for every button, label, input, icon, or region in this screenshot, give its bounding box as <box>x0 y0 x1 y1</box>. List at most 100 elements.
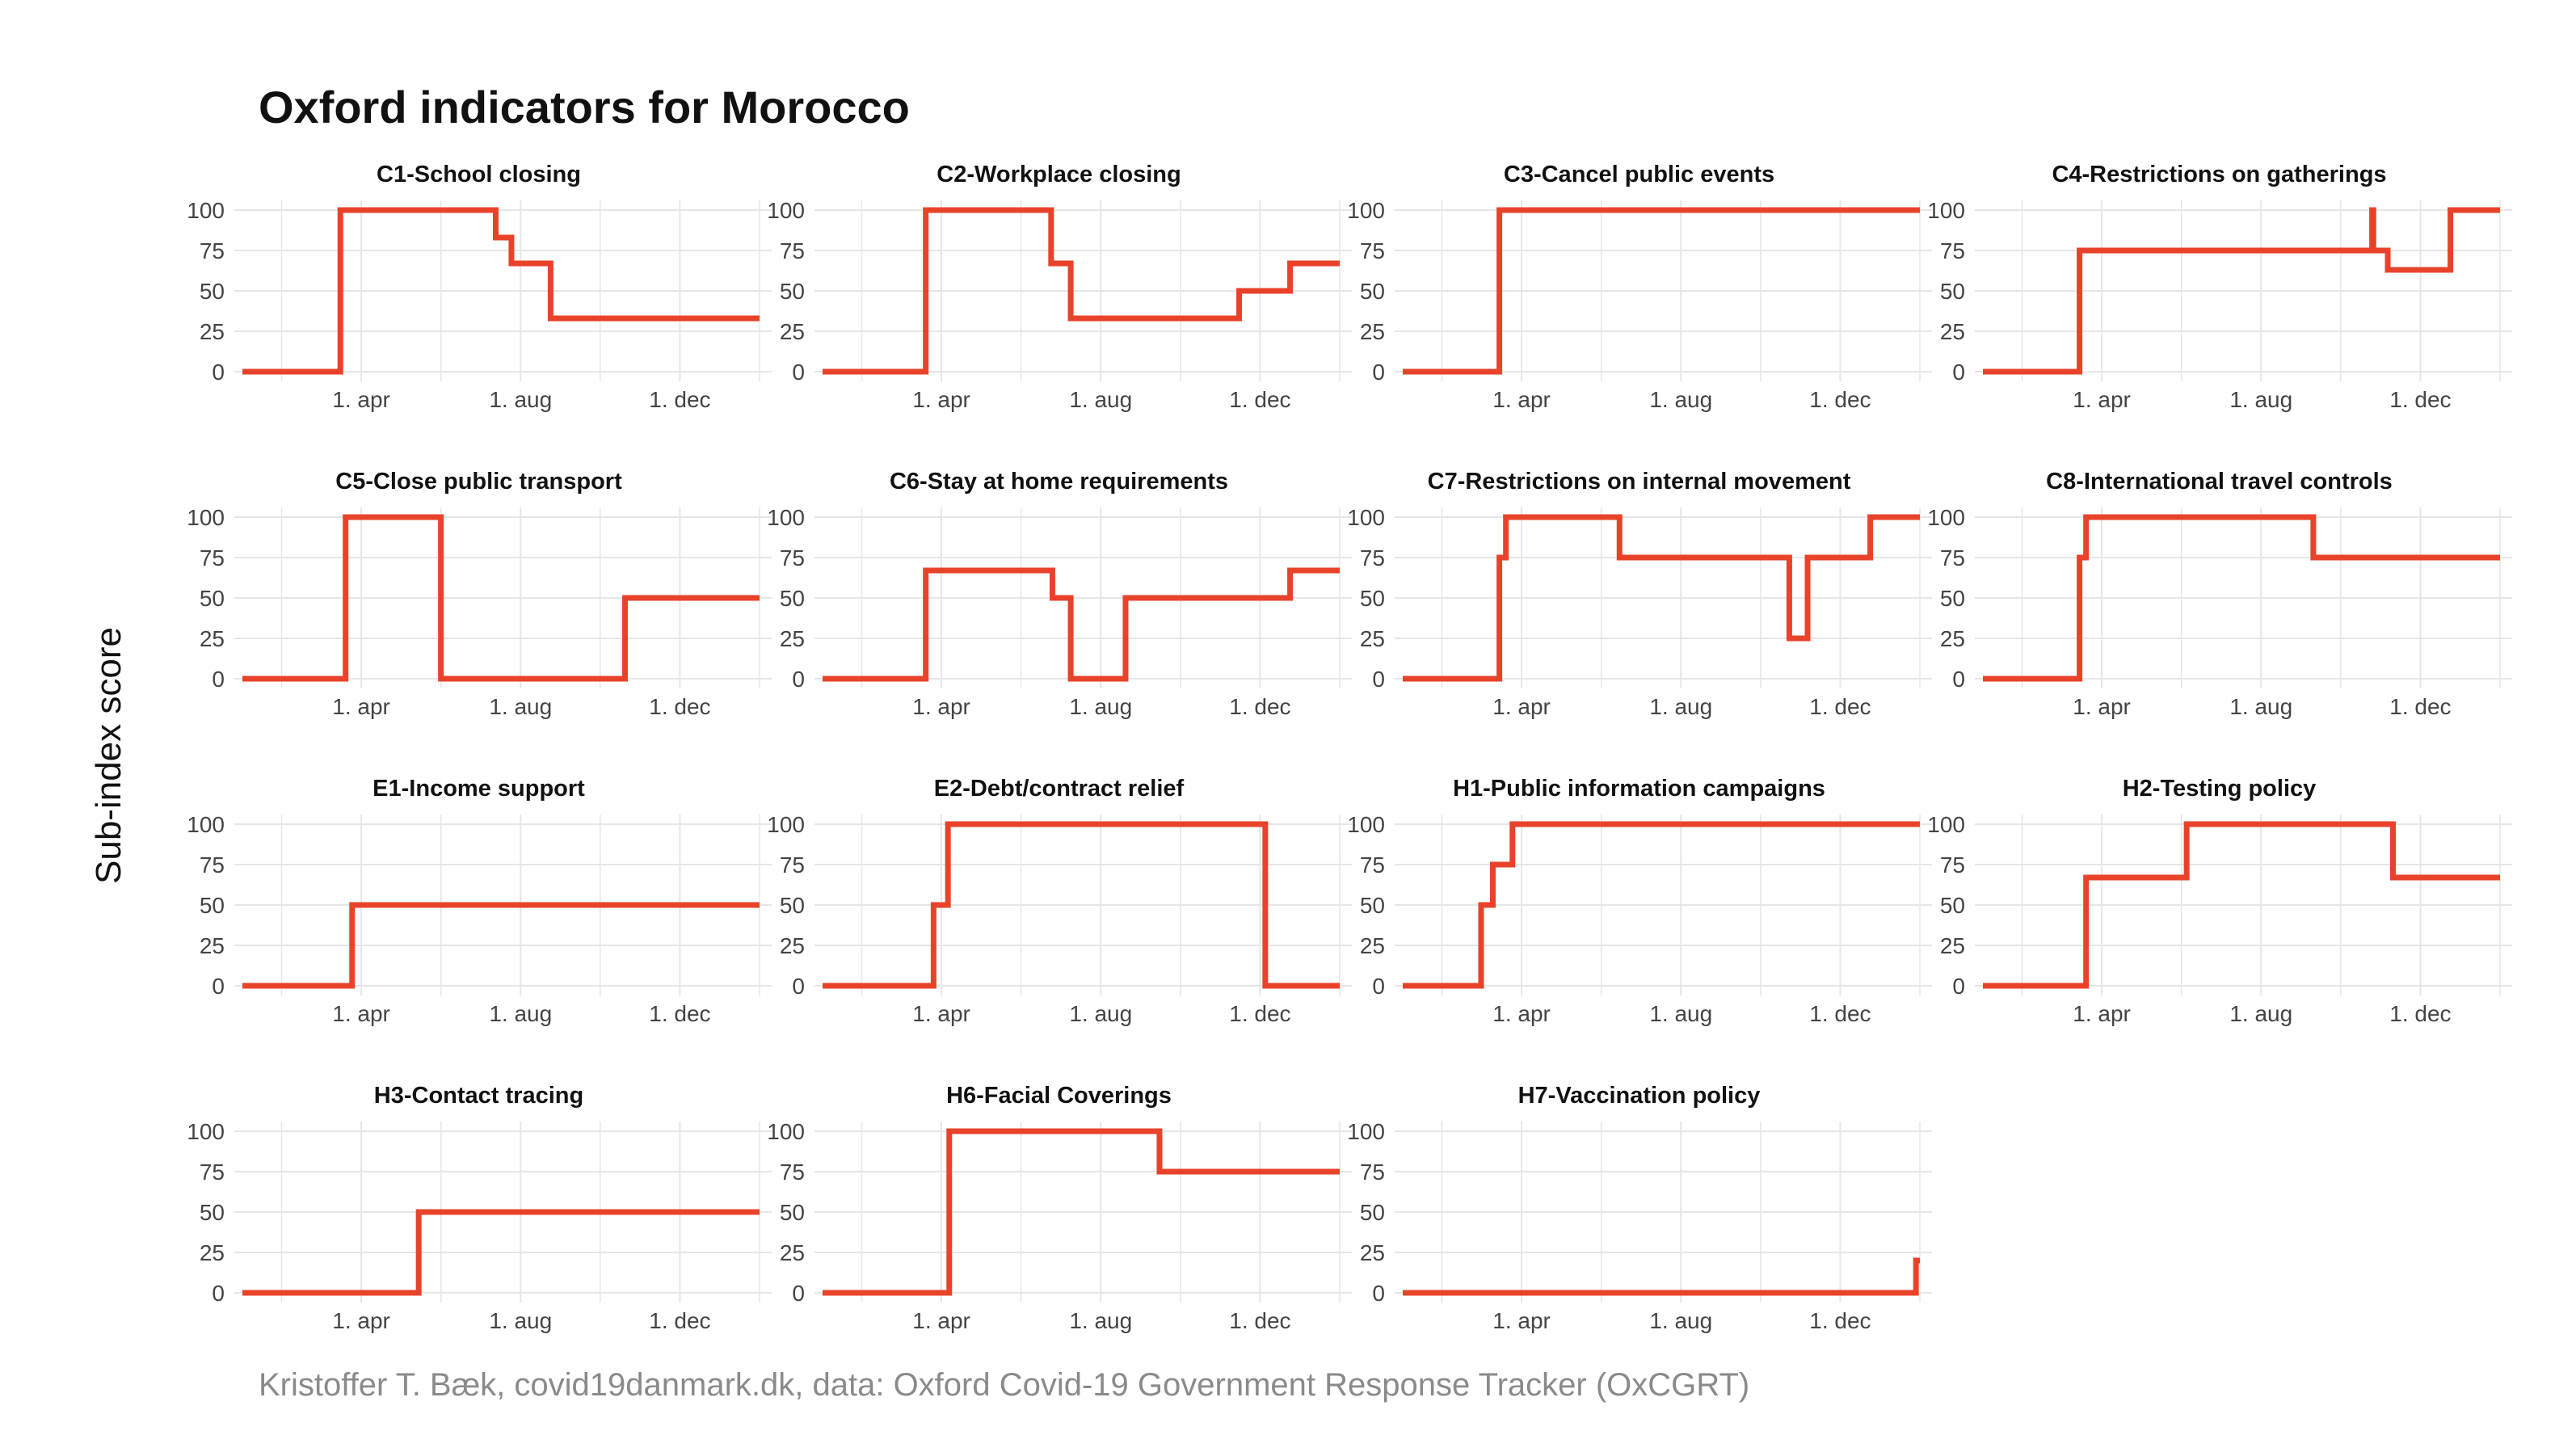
y-tick-label: 25 <box>200 1240 225 1265</box>
panel-h3: H3-Contact tracing 0 25 50 75 100 1. apr 1. aug… <box>187 1083 772 1382</box>
x-tick-label: 1. apr <box>2073 387 2131 412</box>
y-tick-label: 50 <box>1360 586 1385 611</box>
y-tick-label: 0 <box>1952 667 1965 692</box>
panel-c4: C4-Restrictions on gatherings 0 25 50 75 100 1… <box>1927 162 2512 461</box>
x-tick-label: 1. dec <box>1229 387 1290 412</box>
y-tick-label: 0 <box>1372 974 1385 999</box>
panel-title: H1-Public information campaigns <box>1453 776 1825 802</box>
panel-title: H6-Facial Coverings <box>946 1083 1172 1109</box>
x-tick-label: 1. dec <box>1809 1001 1871 1026</box>
y-tick-label: 25 <box>1940 933 1965 958</box>
series-line <box>242 514 760 682</box>
panel-title: H2-Testing policy <box>2122 776 2317 802</box>
x-tick-label: 1. dec <box>649 387 710 412</box>
y-tick-label: 50 <box>200 279 225 304</box>
x-tick-label: 1. apr <box>912 1001 970 1026</box>
y-tick-label: 75 <box>780 852 805 878</box>
x-tick-label: 1. dec <box>2389 1001 2451 1026</box>
x-tick-label: 1. apr <box>332 1308 390 1333</box>
y-tick-label: 75 <box>1360 238 1385 263</box>
y-tick-label: 0 <box>1952 974 1965 999</box>
series-line <box>242 902 760 989</box>
y-tick-label: 50 <box>1940 586 1965 611</box>
x-tick-label: 1. apr <box>2073 1001 2131 1026</box>
panel-h1: H1-Public information campaigns 0 25 50 75 10… <box>1347 776 1932 1075</box>
panel-plot: 0 25 50 75 100 1. apr 1. aug 1. dec <box>767 1119 1352 1333</box>
y-tick-label: 100 <box>767 505 805 530</box>
series-line <box>1403 514 1920 682</box>
y-tick-label: 50 <box>780 279 805 304</box>
y-tick-label: 100 <box>187 1119 225 1144</box>
x-tick-label: 1. dec <box>649 1001 710 1026</box>
x-tick-label: 1. aug <box>489 1001 552 1026</box>
panel-plot: 0 25 50 75 100 1. apr 1. aug 1. dec <box>767 198 1352 412</box>
x-tick-label: 1. aug <box>2229 694 2292 719</box>
panel-c8: C8-International travel controls 0 25 50 75 1… <box>1927 469 2512 768</box>
y-tick-label: 100 <box>767 198 805 223</box>
y-tick-label: 50 <box>780 893 805 918</box>
y-tick-label: 100 <box>1347 198 1385 223</box>
x-tick-label: 1. dec <box>2389 387 2451 412</box>
x-tick-label: 1. apr <box>912 694 970 719</box>
y-tick-label: 0 <box>1372 667 1385 692</box>
series-line <box>242 207 760 375</box>
panel-title: C2-Workplace closing <box>937 162 1181 187</box>
x-tick-label: 1. apr <box>1492 694 1551 719</box>
panel-title: C5-Close public transport <box>335 469 622 495</box>
y-tick-label: 100 <box>767 812 805 837</box>
y-tick-label: 25 <box>200 933 225 958</box>
y-tick-label: 0 <box>1952 360 1965 385</box>
y-tick-label: 50 <box>1360 893 1385 918</box>
x-tick-label: 1. dec <box>1229 1308 1290 1333</box>
x-tick-label: 1. aug <box>1649 387 1712 412</box>
y-tick-label: 50 <box>200 893 225 918</box>
x-tick-label: 1. apr <box>332 694 390 719</box>
y-tick-label: 75 <box>1360 852 1385 878</box>
y-tick-label: 100 <box>187 198 225 223</box>
x-tick-label: 1. aug <box>1069 387 1132 412</box>
y-tick-label: 50 <box>1940 279 1965 304</box>
y-tick-label: 0 <box>792 1281 805 1306</box>
series-line <box>823 567 1340 682</box>
panel-c1: C1-School closing 0 25 50 75 100 1. apr 1. aug 1… <box>187 162 772 461</box>
y-tick-label: 100 <box>187 812 225 837</box>
y-tick-label: 0 <box>212 667 225 692</box>
panel-title: C8-International travel controls <box>2046 469 2393 495</box>
y-tick-label: 0 <box>792 974 805 999</box>
y-tick-label: 75 <box>200 1160 225 1185</box>
y-tick-label: 75 <box>780 238 805 263</box>
y-tick-label: 0 <box>212 360 225 385</box>
panel-plot: 0 25 50 75 100 1. apr 1. aug 1. dec <box>1347 812 1932 1026</box>
panel-c6: C6-Stay at home requirements 0 25 50 75 100 1.… <box>767 469 1352 768</box>
x-tick-label: 1. apr <box>2073 694 2131 719</box>
y-tick-label: 25 <box>780 626 805 651</box>
y-tick-label: 75 <box>200 852 225 878</box>
x-tick-label: 1. apr <box>912 387 970 412</box>
panel-e2: E2-Debt/contract relief 0 25 50 75 100 1. apr 1… <box>767 776 1352 1075</box>
series-line <box>1983 514 2500 682</box>
y-tick-label: 50 <box>1360 1200 1385 1225</box>
x-tick-label: 1. apr <box>332 387 390 412</box>
panel-h7: H7-Vaccination policy 0 25 50 75 100 1. apr 1. … <box>1347 1083 1932 1382</box>
caption: Kristoffer T. Bæk, covid19danmark.dk, da… <box>259 1367 1750 1403</box>
x-tick-label: 1. dec <box>649 1308 710 1333</box>
y-tick-label: 75 <box>200 545 225 570</box>
y-tick-label: 75 <box>780 1160 805 1185</box>
series-line <box>1983 821 2500 989</box>
y-tick-label: 0 <box>792 667 805 692</box>
x-tick-label: 1. aug <box>1069 1308 1132 1333</box>
x-tick-label: 1. aug <box>1649 1308 1712 1333</box>
y-tick-label: 25 <box>780 319 805 344</box>
y-tick-label: 75 <box>1360 545 1385 570</box>
y-tick-label: 25 <box>200 319 225 344</box>
panel-plot: 0 25 50 75 100 1. apr 1. aug 1. dec <box>1927 198 2512 412</box>
y-tick-label: 50 <box>780 586 805 611</box>
panel-plot: 0 25 50 75 100 1. apr 1. aug 1. dec <box>767 812 1352 1026</box>
panel-plot: 0 25 50 75 100 1. apr 1. aug 1. dec <box>1927 505 2512 719</box>
y-tick-label: 0 <box>792 360 805 385</box>
x-tick-label: 1. aug <box>2229 1001 2292 1026</box>
series-line <box>1403 821 1920 989</box>
panel-c3: C3-Cancel public events 0 25 50 75 100 1. apr 1… <box>1347 162 1932 461</box>
y-tick-label: 0 <box>212 974 225 999</box>
y-tick-label: 75 <box>200 238 225 263</box>
